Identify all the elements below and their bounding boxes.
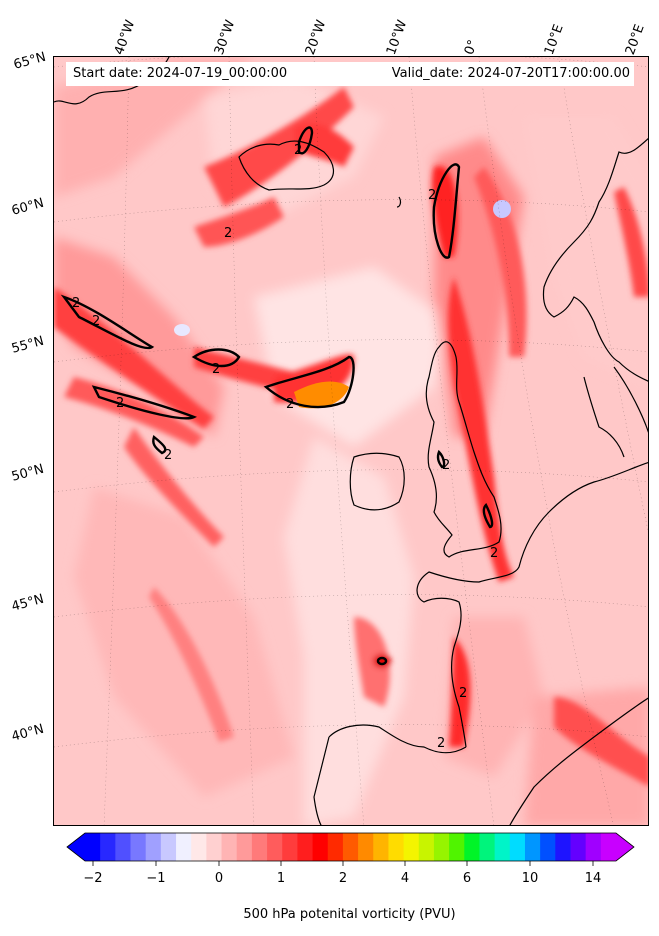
colorbar-cell <box>191 833 207 861</box>
colorbar-cell <box>327 833 344 861</box>
colorbar-cell <box>267 833 283 861</box>
colorbar <box>66 832 635 866</box>
colorbar-cell <box>85 833 101 861</box>
pv-negative-spot <box>174 324 190 336</box>
colorbar-tick-label: 10 <box>521 871 539 886</box>
colorbar-tick-label: 0 <box>214 871 224 886</box>
contour-label: 2 <box>92 314 100 329</box>
contour-label: 2 <box>459 686 467 701</box>
colorbar-cell <box>388 833 405 861</box>
contour-label: 2 <box>72 296 80 311</box>
colorbar-tick-label: 14 <box>584 871 602 886</box>
contour-label: 2 <box>490 546 498 561</box>
colorbar-cell <box>418 833 435 861</box>
colorbar-tick-label: 6 <box>462 871 472 886</box>
graticule <box>54 57 648 825</box>
colorbar-cell <box>312 833 329 861</box>
colorbar-cell <box>555 833 571 861</box>
colorbar-cell <box>145 833 162 861</box>
colorbar-cell <box>251 833 268 861</box>
pv-field-map: 2 2 2 2 2 2 2 2 2 2 2 2 2 <box>54 57 648 825</box>
colorbar-cell <box>570 833 587 861</box>
colorbar-tick-label: 4 <box>400 871 410 886</box>
colorbar-cell <box>236 833 253 861</box>
colorbar-cell <box>130 833 147 861</box>
colorbar-cells <box>85 833 617 861</box>
colorbar-cell <box>494 833 511 861</box>
contour-label: 2 <box>212 362 220 377</box>
contour-label: 2 <box>442 458 450 473</box>
colorbar-cell <box>206 833 223 861</box>
colorbar-tick-label: 1 <box>276 871 286 886</box>
colorbar-cell <box>221 833 238 861</box>
colorbar-cell <box>160 833 177 861</box>
colorbar-cell <box>464 833 480 861</box>
colorbar-cell <box>100 833 116 861</box>
start-date-text: Start date: 2024-07-19_00:00:00 <box>73 66 288 81</box>
contour-label: 2 <box>286 397 294 412</box>
colorbar-cell <box>176 833 192 861</box>
colorbar-cell <box>479 833 496 861</box>
date-header: Start date: 2024-07-19_00:00:00 Valid_da… <box>66 62 634 86</box>
colorbar-cell <box>585 833 602 861</box>
contour-label: 2 <box>437 736 445 751</box>
colorbar-tick-label: −1 <box>146 871 166 886</box>
colorbar-tick-marks <box>92 861 594 866</box>
colorbar-cell <box>600 833 617 861</box>
colorbar-cell <box>297 833 314 861</box>
colorbar-cell <box>373 833 389 861</box>
colorbar-cell <box>433 833 450 861</box>
colorbar-under-arrow <box>67 833 85 861</box>
valid-date-text: Valid_date: 2024-07-20T17:00:00.00 <box>391 66 630 81</box>
colorbar-label: 500 hPa potenital vorticity (PVU) <box>243 907 456 922</box>
pv-maximum <box>294 381 349 409</box>
colorbar-cell <box>282 833 298 861</box>
contour-label: 2 <box>164 448 172 463</box>
contour-label: 2 <box>294 143 302 158</box>
colorbar-cell <box>403 833 420 861</box>
colorbar-cell <box>524 833 541 861</box>
coastlines <box>54 57 648 825</box>
contour-label: 2 <box>224 226 232 241</box>
colorbar-cell <box>540 833 556 861</box>
contour-label-group: 2 2 2 2 2 2 2 2 2 2 2 2 2 <box>72 143 498 751</box>
colorbar-tick-label: 2 <box>338 871 348 886</box>
colorbar-cell <box>358 833 374 861</box>
map-panel: 2 2 2 2 2 2 2 2 2 2 2 2 2 <box>53 56 649 826</box>
contour-label: 2 <box>116 396 124 411</box>
colorbar-cell <box>509 833 526 861</box>
colorbar-cell <box>342 833 359 861</box>
pv-negative-spot <box>493 200 511 218</box>
colorbar-tick-label: −2 <box>83 871 103 886</box>
contour-label: 2 <box>428 188 436 203</box>
colorbar-over-arrow <box>616 833 634 861</box>
pv-2-contours <box>60 126 494 666</box>
colorbar-outline <box>66 832 635 862</box>
colorbar-cell <box>115 833 132 861</box>
colorbar-cell <box>449 833 465 861</box>
